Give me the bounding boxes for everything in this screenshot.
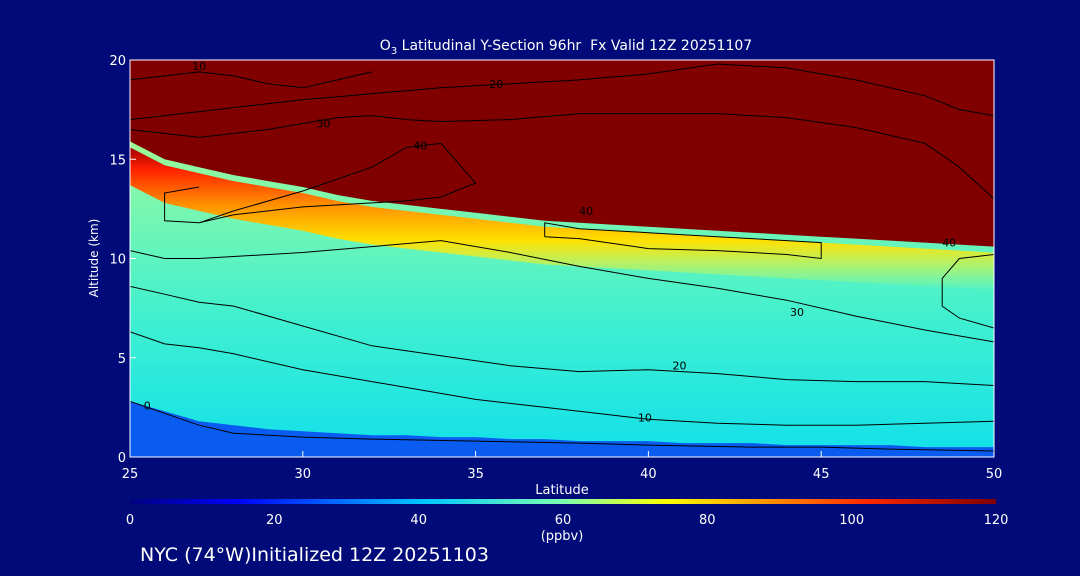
contour-line-20 <box>130 63 994 121</box>
contour-line-40 <box>164 142 477 224</box>
y-axis-label: Altitude (km) <box>87 219 101 298</box>
contour-label-30: 30 <box>317 118 331 131</box>
colorbar-unit-label: (ppbv) <box>541 529 584 544</box>
x-tick-label: 40 <box>640 467 657 482</box>
contour-label-30: 30 <box>790 306 804 319</box>
contour-line-30 <box>130 113 994 200</box>
y-axis-ticks: 0 5 10 15 20 <box>109 54 136 466</box>
colorbar-tick-label: 40 <box>410 513 427 528</box>
contour-line-30 <box>130 240 994 343</box>
contour-line-0 <box>130 400 994 452</box>
x-tick-label: 45 <box>813 467 830 482</box>
colorbar-tick-label: 20 <box>266 513 283 528</box>
footer-caption: NYC (74°W)Initialized 12Z 20251103 <box>140 544 489 566</box>
stratosphere-fill <box>130 60 994 247</box>
x-axis-ticks: 25 30 35 40 45 50 <box>122 451 1003 482</box>
chart-title: O3 Latitudinal Y-Section 96hr Fx Valid 1… <box>380 38 752 57</box>
colorbar-ticks: 0 20 40 60 80 100 120 <box>126 513 1009 528</box>
contour-line-10 <box>130 331 994 426</box>
y-tick-label: 20 <box>109 54 126 69</box>
y-tick-label: 15 <box>109 153 126 168</box>
x-tick-label: 35 <box>467 467 484 482</box>
colorbar-tick-label: 120 <box>984 513 1009 528</box>
surface-layer-fill <box>130 401 994 457</box>
contour-line-40 <box>544 222 822 260</box>
contour-line-40 <box>941 254 994 329</box>
colorbar-tick-label: 80 <box>699 513 716 528</box>
contour-label-10: 10 <box>192 60 206 73</box>
contour-lines: 0 10 20 30 40 40 40 10 20 30 <box>130 60 994 452</box>
x-tick-label: 50 <box>986 467 1003 482</box>
colorbar-tick-label: 100 <box>839 513 864 528</box>
contour-label-20: 20 <box>673 360 687 373</box>
tropopause-gradient-band <box>130 147 994 291</box>
contour-label-10: 10 <box>638 411 652 424</box>
contour-line-20 <box>130 285 994 386</box>
y-tick-label: 0 <box>118 451 126 466</box>
contour-line-10 <box>130 71 373 89</box>
contour-label-40: 40 <box>942 237 956 250</box>
colorbar-tick-label: 60 <box>555 513 572 528</box>
contour-label-20: 20 <box>489 78 503 91</box>
colorbar <box>130 499 996 504</box>
contour-label-40: 40 <box>413 139 427 152</box>
x-tick-label: 25 <box>122 467 139 482</box>
contour-label-40: 40 <box>579 205 593 218</box>
colorbar-tick-label: 0 <box>126 513 134 528</box>
y-tick-label: 5 <box>118 352 126 367</box>
x-tick-label: 30 <box>295 467 312 482</box>
plot-area: 0 10 20 30 40 40 40 10 20 30 <box>130 60 994 457</box>
y-tick-label: 10 <box>109 253 126 268</box>
x-axis-label: Latitude <box>535 483 589 498</box>
contour-label-0: 0 <box>144 399 151 412</box>
